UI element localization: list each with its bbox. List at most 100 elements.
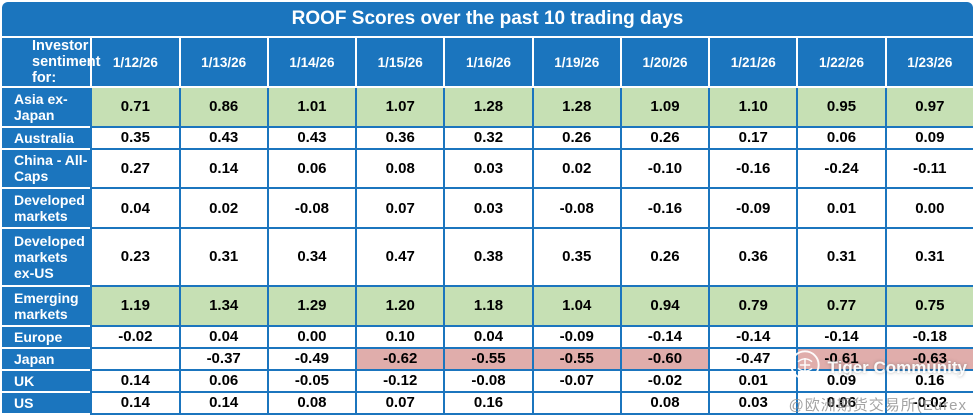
- score-cell: 0.14: [178, 392, 267, 415]
- score-cell: 0.38: [443, 228, 532, 287]
- score-cell: 0.09: [796, 370, 885, 393]
- score-cell: -0.08: [266, 189, 356, 229]
- score-cell: 0.04: [90, 189, 179, 229]
- score-cell: 0.36: [355, 127, 444, 150]
- table-row: Developed markets ex-US 0.23 0.31 0.34 0.47 0…: [2, 228, 973, 287]
- score-cell: -0.12: [355, 370, 444, 393]
- score-cell: -0.18: [884, 326, 973, 349]
- score-cell: -0.24: [796, 149, 885, 190]
- score-cell: 0.00: [266, 326, 356, 349]
- score-cell: 1.19: [90, 286, 179, 327]
- score-cell: [90, 348, 179, 371]
- score-cell: 0.00: [884, 189, 973, 229]
- table-row: US 0.14 0.14 0.08 0.07 0.16 0.08 0.03 0.06 -0.02: [2, 392, 973, 415]
- row-label: China - All-Caps: [2, 149, 91, 190]
- score-cell: 0.01: [708, 370, 797, 393]
- score-cell: -0.47: [708, 348, 797, 371]
- header-date: 1/13/26: [178, 38, 267, 88]
- score-cell: 0.26: [619, 228, 709, 287]
- header-investor-sentiment: Investor sentiment for:: [2, 38, 101, 88]
- score-cell: 0.08: [266, 392, 356, 415]
- header-date: 1/23/26: [884, 38, 973, 88]
- score-cell: -0.10: [619, 149, 709, 190]
- score-cell: 0.08: [355, 149, 444, 190]
- score-cell: -0.63: [884, 348, 973, 371]
- score-cell: -0.14: [619, 326, 709, 349]
- score-cell: 0.17: [708, 127, 797, 150]
- score-cell: 0.04: [443, 326, 532, 349]
- score-cell: 0.16: [443, 392, 532, 415]
- score-cell: 0.27: [90, 149, 179, 190]
- score-cell: 0.97: [884, 88, 973, 128]
- score-cell: -0.02: [90, 326, 179, 349]
- score-cell: -0.16: [708, 149, 797, 190]
- score-cell: 1.28: [443, 88, 532, 128]
- score-cell: -0.61: [796, 348, 885, 371]
- score-cell: 0.03: [708, 392, 797, 415]
- score-cell: -0.14: [796, 326, 885, 349]
- score-cell: 0.14: [90, 392, 179, 415]
- table-row: UK 0.14 0.06 -0.05 -0.12 -0.08 -0.07 -0.02 0.01 0…: [2, 370, 973, 393]
- score-cell: 0.31: [796, 228, 885, 287]
- header-date: 1/15/26: [355, 38, 444, 88]
- row-label: Developed markets: [2, 189, 91, 229]
- score-cell: 1.07: [355, 88, 444, 128]
- score-cell: -0.60: [619, 348, 709, 371]
- header-date: 1/19/26: [531, 38, 620, 88]
- score-cell: 0.36: [708, 228, 797, 287]
- score-cell: 1.20: [355, 286, 444, 327]
- score-cell: 0.34: [266, 228, 356, 287]
- score-cell: [531, 392, 620, 415]
- score-cell: 0.06: [266, 149, 356, 190]
- row-label: Australia: [2, 127, 91, 150]
- score-cell: 1.28: [531, 88, 620, 128]
- score-cell: 0.35: [90, 127, 179, 150]
- score-cell: 0.26: [619, 127, 709, 150]
- header-date: 1/16/26: [443, 38, 532, 88]
- score-cell: 0.06: [796, 392, 885, 415]
- score-cell: 0.07: [355, 189, 444, 229]
- score-cell: 0.47: [355, 228, 444, 287]
- score-cell: 0.86: [178, 88, 267, 128]
- score-cell: 0.43: [178, 127, 267, 150]
- score-cell: 0.10: [355, 326, 444, 349]
- table-title: ROOF Scores over the past 10 trading day…: [2, 2, 973, 38]
- row-label: Emerging markets: [2, 286, 91, 327]
- score-cell: 1.29: [266, 286, 356, 327]
- score-cell: 0.07: [355, 392, 444, 415]
- header-date: 1/12/26: [90, 38, 179, 88]
- score-cell: 1.09: [619, 88, 709, 128]
- score-cell: 0.04: [178, 326, 267, 349]
- score-cell: 0.79: [708, 286, 797, 327]
- score-cell: -0.37: [178, 348, 267, 371]
- score-cell: -0.05: [266, 370, 356, 393]
- table-row: Asia ex-Japan 0.71 0.86 1.01 1.07 1.28 1.28 1.0…: [2, 88, 973, 128]
- score-cell: -0.55: [531, 348, 620, 371]
- score-cell: -0.11: [884, 149, 973, 190]
- score-cell: -0.62: [355, 348, 444, 371]
- score-cell: -0.02: [884, 392, 973, 415]
- score-cell: 0.75: [884, 286, 973, 327]
- row-label: Japan: [2, 348, 91, 371]
- table-row: Japan -0.37 -0.49 -0.62 -0.55 -0.55 -0.60 -0.47…: [2, 348, 973, 371]
- row-label: UK: [2, 370, 91, 393]
- row-label: US: [2, 392, 91, 415]
- score-cell: 0.71: [90, 88, 179, 128]
- header-date: 1/22/26: [796, 38, 885, 88]
- score-cell: -0.02: [619, 370, 709, 393]
- score-cell: 0.06: [796, 127, 885, 150]
- score-cell: -0.09: [531, 326, 620, 349]
- score-cell: 0.02: [531, 149, 620, 190]
- score-cell: 0.01: [796, 189, 885, 229]
- score-cell: 0.02: [178, 189, 267, 229]
- row-label: Asia ex-Japan: [2, 88, 91, 128]
- score-cell: 0.06: [178, 370, 267, 393]
- score-cell: 1.34: [178, 286, 267, 327]
- title-row: ROOF Scores over the past 10 trading day…: [2, 2, 973, 38]
- score-cell: 0.77: [796, 286, 885, 327]
- score-cell: -0.09: [708, 189, 797, 229]
- score-cell: 0.94: [619, 286, 709, 327]
- score-cell: 0.23: [90, 228, 179, 287]
- score-cell: 0.95: [796, 88, 885, 128]
